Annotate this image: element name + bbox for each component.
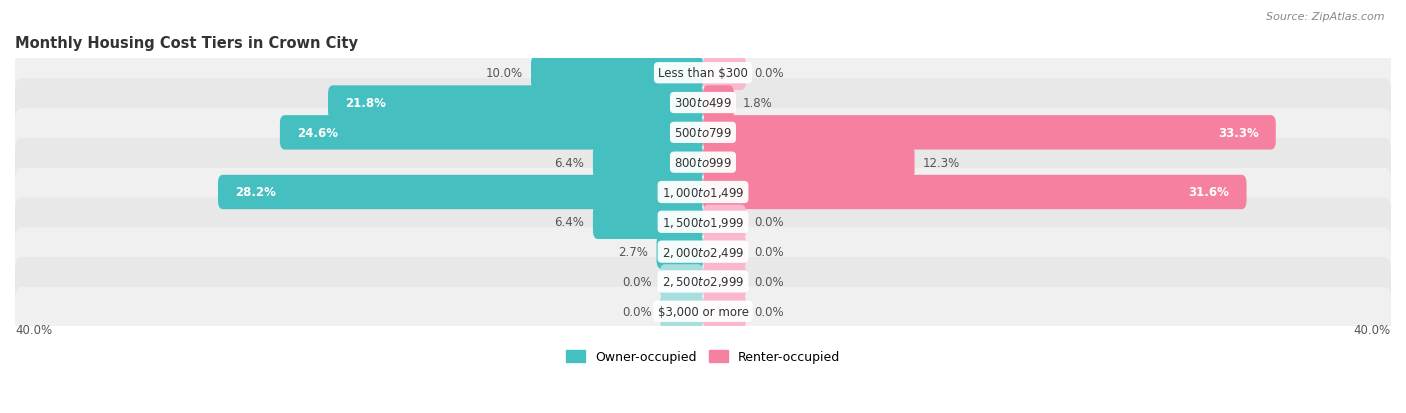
- FancyBboxPatch shape: [15, 138, 1391, 187]
- Text: $2,500 to $2,999: $2,500 to $2,999: [662, 275, 744, 289]
- Text: 1.8%: 1.8%: [742, 97, 772, 110]
- Text: $500 to $799: $500 to $799: [673, 126, 733, 140]
- Text: 0.0%: 0.0%: [755, 67, 785, 80]
- Text: 40.0%: 40.0%: [1354, 323, 1391, 337]
- Text: 24.6%: 24.6%: [297, 126, 337, 140]
- FancyBboxPatch shape: [15, 228, 1391, 276]
- Text: 0.0%: 0.0%: [621, 305, 651, 318]
- FancyBboxPatch shape: [15, 198, 1391, 247]
- FancyBboxPatch shape: [703, 205, 747, 240]
- FancyBboxPatch shape: [703, 86, 734, 121]
- Text: 28.2%: 28.2%: [235, 186, 276, 199]
- Legend: Owner-occupied, Renter-occupied: Owner-occupied, Renter-occupied: [561, 345, 845, 368]
- FancyBboxPatch shape: [15, 168, 1391, 217]
- Text: 0.0%: 0.0%: [621, 275, 651, 288]
- Text: 33.3%: 33.3%: [1218, 126, 1258, 140]
- Text: Less than $300: Less than $300: [658, 67, 748, 80]
- Text: 0.0%: 0.0%: [755, 216, 785, 229]
- FancyBboxPatch shape: [15, 79, 1391, 128]
- Text: $3,000 or more: $3,000 or more: [658, 305, 748, 318]
- FancyBboxPatch shape: [15, 109, 1391, 157]
- FancyBboxPatch shape: [659, 265, 703, 299]
- FancyBboxPatch shape: [703, 57, 747, 91]
- FancyBboxPatch shape: [593, 146, 703, 180]
- Text: 6.4%: 6.4%: [554, 156, 585, 169]
- FancyBboxPatch shape: [703, 294, 747, 329]
- Text: $1,500 to $1,999: $1,500 to $1,999: [662, 215, 744, 229]
- FancyBboxPatch shape: [657, 235, 703, 269]
- FancyBboxPatch shape: [703, 265, 747, 299]
- FancyBboxPatch shape: [659, 294, 703, 329]
- Text: 31.6%: 31.6%: [1188, 186, 1229, 199]
- FancyBboxPatch shape: [15, 287, 1391, 336]
- FancyBboxPatch shape: [15, 49, 1391, 98]
- Text: $2,000 to $2,499: $2,000 to $2,499: [662, 245, 744, 259]
- Text: Source: ZipAtlas.com: Source: ZipAtlas.com: [1267, 12, 1385, 22]
- FancyBboxPatch shape: [218, 176, 703, 210]
- FancyBboxPatch shape: [703, 176, 1247, 210]
- Text: 10.0%: 10.0%: [485, 67, 523, 80]
- Text: 0.0%: 0.0%: [755, 305, 785, 318]
- FancyBboxPatch shape: [703, 235, 747, 269]
- FancyBboxPatch shape: [593, 205, 703, 240]
- Text: 0.0%: 0.0%: [755, 246, 785, 259]
- Text: 6.4%: 6.4%: [554, 216, 585, 229]
- Text: Monthly Housing Cost Tiers in Crown City: Monthly Housing Cost Tiers in Crown City: [15, 36, 359, 50]
- FancyBboxPatch shape: [328, 86, 703, 121]
- FancyBboxPatch shape: [531, 57, 703, 91]
- Text: 21.8%: 21.8%: [346, 97, 387, 110]
- Text: $300 to $499: $300 to $499: [673, 97, 733, 110]
- Text: $1,000 to $1,499: $1,000 to $1,499: [662, 185, 744, 199]
- FancyBboxPatch shape: [280, 116, 703, 150]
- Text: 0.0%: 0.0%: [755, 275, 785, 288]
- Text: $800 to $999: $800 to $999: [673, 156, 733, 169]
- FancyBboxPatch shape: [703, 146, 914, 180]
- FancyBboxPatch shape: [15, 257, 1391, 306]
- Text: 40.0%: 40.0%: [15, 323, 52, 337]
- FancyBboxPatch shape: [703, 116, 1275, 150]
- Text: 2.7%: 2.7%: [619, 246, 648, 259]
- Text: 12.3%: 12.3%: [924, 156, 960, 169]
